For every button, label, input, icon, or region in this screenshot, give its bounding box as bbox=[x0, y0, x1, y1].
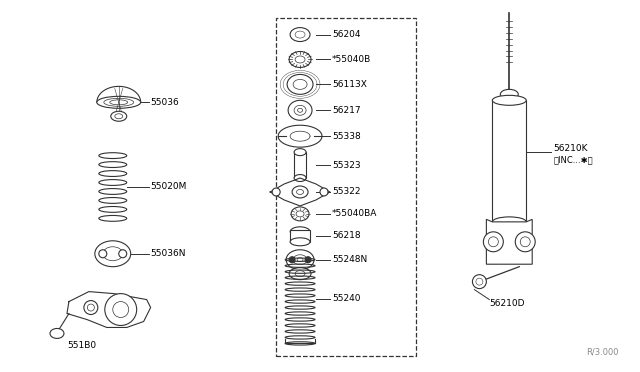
Ellipse shape bbox=[289, 268, 311, 280]
Ellipse shape bbox=[288, 100, 312, 120]
Circle shape bbox=[84, 301, 98, 314]
Ellipse shape bbox=[296, 211, 304, 217]
Circle shape bbox=[99, 250, 107, 258]
Circle shape bbox=[105, 294, 137, 326]
Text: 55240: 55240 bbox=[332, 294, 360, 303]
Circle shape bbox=[483, 232, 503, 252]
Text: 55248N: 55248N bbox=[332, 255, 367, 264]
Text: （INC...✱）: （INC...✱） bbox=[553, 155, 593, 164]
Ellipse shape bbox=[97, 96, 141, 108]
Ellipse shape bbox=[295, 56, 305, 63]
Circle shape bbox=[289, 257, 295, 263]
Text: 55322: 55322 bbox=[332, 187, 360, 196]
Ellipse shape bbox=[296, 189, 303, 195]
Ellipse shape bbox=[294, 149, 306, 155]
Text: 55020M: 55020M bbox=[150, 183, 187, 192]
Ellipse shape bbox=[294, 174, 306, 182]
Text: R/3.000: R/3.000 bbox=[586, 347, 619, 356]
Text: 551B0: 551B0 bbox=[67, 341, 96, 350]
Ellipse shape bbox=[290, 28, 310, 42]
Bar bbox=[276, 17, 415, 356]
Ellipse shape bbox=[291, 207, 309, 221]
Text: *55040B: *55040B bbox=[332, 55, 371, 64]
Ellipse shape bbox=[290, 238, 310, 246]
Polygon shape bbox=[486, 219, 532, 264]
Ellipse shape bbox=[111, 111, 127, 121]
Circle shape bbox=[305, 257, 311, 263]
Text: 56204: 56204 bbox=[332, 30, 360, 39]
Text: 55323: 55323 bbox=[332, 161, 360, 170]
Text: *55040BA: *55040BA bbox=[332, 209, 378, 218]
Ellipse shape bbox=[50, 328, 64, 339]
Circle shape bbox=[472, 275, 486, 289]
Text: 56217: 56217 bbox=[332, 106, 360, 115]
Ellipse shape bbox=[287, 74, 313, 94]
Polygon shape bbox=[278, 125, 322, 147]
Ellipse shape bbox=[492, 95, 526, 105]
Text: 55338: 55338 bbox=[332, 132, 361, 141]
Bar bbox=[294, 152, 306, 178]
Bar bbox=[290, 230, 310, 242]
Circle shape bbox=[320, 188, 328, 196]
Ellipse shape bbox=[293, 79, 307, 89]
Circle shape bbox=[119, 250, 127, 258]
Text: 56113X: 56113X bbox=[332, 80, 367, 89]
Ellipse shape bbox=[95, 241, 131, 267]
Ellipse shape bbox=[492, 217, 526, 227]
Ellipse shape bbox=[289, 51, 311, 67]
Bar bbox=[492, 100, 526, 222]
Text: 56210K: 56210K bbox=[553, 144, 588, 153]
Ellipse shape bbox=[292, 186, 308, 198]
Text: 55036N: 55036N bbox=[150, 249, 186, 258]
Text: 56218: 56218 bbox=[332, 231, 360, 240]
Ellipse shape bbox=[500, 89, 518, 99]
Circle shape bbox=[515, 232, 535, 252]
Circle shape bbox=[272, 188, 280, 196]
Ellipse shape bbox=[286, 250, 314, 270]
Text: 55036: 55036 bbox=[150, 98, 179, 107]
Text: 56210D: 56210D bbox=[490, 299, 525, 308]
